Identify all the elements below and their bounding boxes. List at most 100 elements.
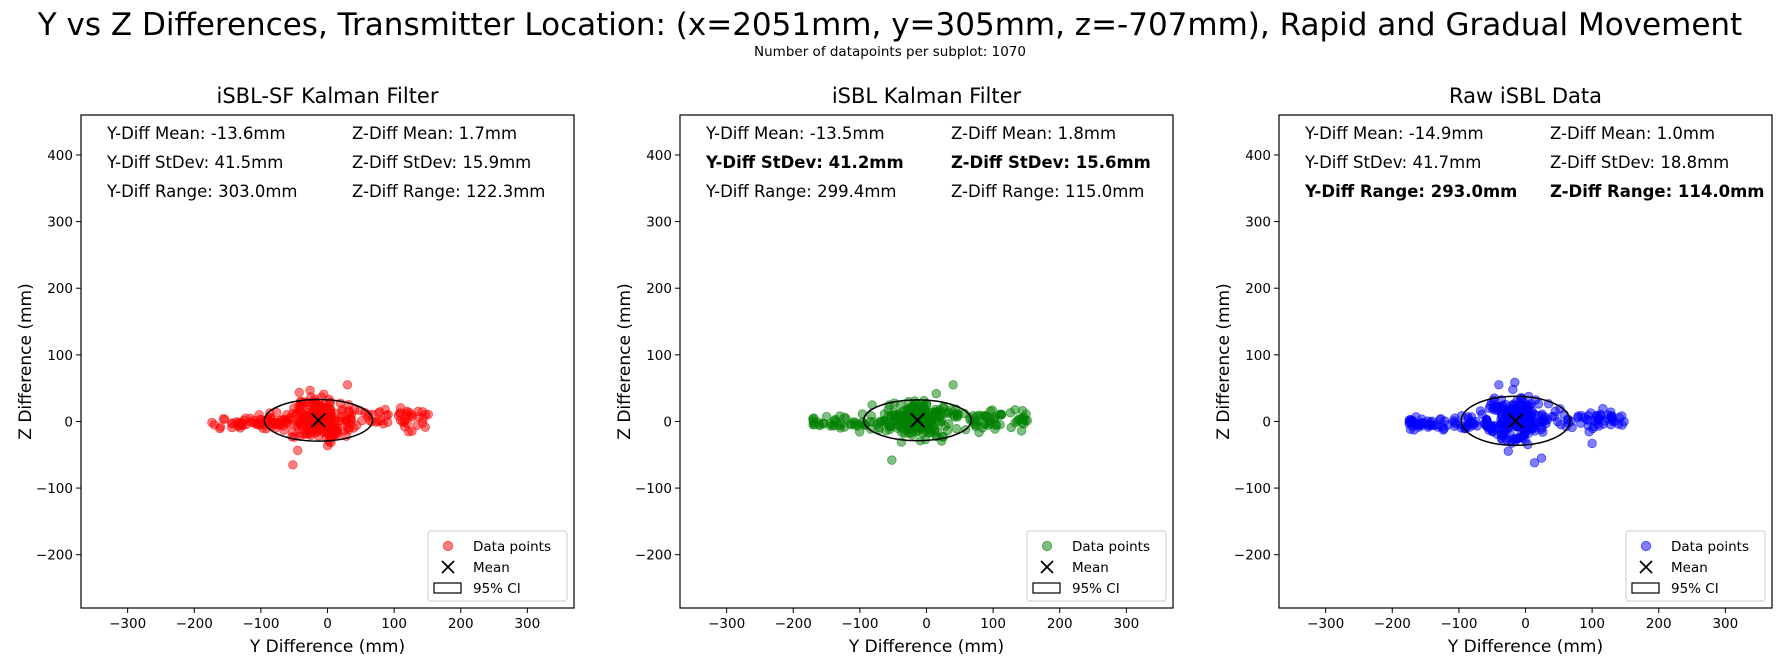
data-point [1501, 405, 1511, 416]
x-tick-label: 100 [1579, 616, 1605, 632]
data-point [1475, 406, 1486, 416]
data-point [1530, 426, 1540, 436]
data-point [934, 405, 945, 415]
data-point [900, 414, 911, 424]
data-point [393, 410, 404, 421]
x-tick-label: 300 [1712, 616, 1738, 632]
data-point [1584, 427, 1594, 437]
legend-label: 95% CI [1072, 581, 1120, 597]
data-point [835, 423, 846, 433]
data-point [407, 426, 417, 436]
legend-box [1625, 530, 1766, 602]
data-point [931, 388, 941, 399]
data-point [948, 380, 958, 390]
stats-left-text: Y-Diff StDev: 41.2mm [705, 153, 904, 172]
legend-box [427, 530, 568, 602]
data-point [417, 418, 428, 428]
mean-marker-stroke [1507, 413, 1524, 429]
subplot-2: iSBL Kalman Filter −300 −200 −100 0 100 200 300… [615, 84, 1174, 657]
x-tick-label: −200 [775, 616, 812, 632]
data-point [1494, 380, 1504, 390]
data-point [1573, 412, 1583, 423]
ci-ellipse [862, 399, 973, 442]
legend-swatch-ci [1032, 582, 1061, 594]
data-point [375, 407, 385, 417]
y-tick-label: 300 [646, 215, 672, 231]
stats-left-text: Y-Diff Range: 303.0mm [106, 182, 297, 201]
data-point [1489, 420, 1499, 431]
x-tick-label: −200 [1374, 616, 1411, 632]
y-tick-label: 100 [1245, 348, 1271, 364]
legend-swatch-mean [441, 560, 455, 574]
data-point [294, 417, 305, 428]
data-point [910, 396, 920, 406]
data-point [209, 420, 219, 430]
data-point [1598, 419, 1609, 429]
stats-right-text: Z-Diff Mean: 1.0mm [1550, 124, 1715, 143]
data-point [265, 408, 275, 418]
data-point [305, 385, 315, 396]
legend-swatch-mean [1040, 560, 1054, 574]
legend-swatch-points [1640, 540, 1652, 552]
data-point [1538, 427, 1548, 437]
data-point [337, 406, 347, 417]
data-point [1536, 453, 1547, 463]
y-tick-label: 0 [1262, 414, 1271, 430]
data-point [808, 420, 818, 430]
data-point [1515, 409, 1525, 420]
ci-ellipse [1460, 395, 1571, 447]
data-point [1550, 406, 1561, 416]
legend-swatch-points [1041, 540, 1053, 552]
data-point [983, 420, 993, 431]
stats-right-text: Z-Diff Mean: 1.7mm [352, 124, 517, 143]
legend-swatch-ci [1631, 582, 1660, 594]
x-tick-label: 300 [1113, 616, 1139, 632]
data-point [1540, 412, 1550, 422]
x-tick-label: −300 [1307, 616, 1344, 632]
legend-label: Mean [1671, 560, 1708, 576]
subplot-title: iSBL-SF Kalman Filter [217, 84, 439, 108]
scatter-layer [808, 380, 1033, 465]
data-point [1005, 408, 1016, 418]
data-point [342, 380, 353, 390]
data-point [1017, 406, 1028, 416]
x-tick-label: −100 [1440, 616, 1477, 632]
mean-marker-stroke [909, 412, 926, 428]
y-tick-label: −100 [635, 481, 672, 497]
y-tick-label: 100 [47, 348, 73, 364]
data-point [1006, 422, 1016, 433]
subplot-1: iSBL-SF Kalman Filter −300 −200 −100 0 100 200… [16, 84, 575, 657]
data-point [854, 427, 865, 437]
data-point [1617, 411, 1627, 421]
data-point [1617, 420, 1627, 430]
legend-label: Data points [473, 539, 551, 555]
stats-right-text: Z-Diff Range: 115.0mm [951, 182, 1144, 201]
y-tick-label: 100 [646, 348, 672, 364]
legend: Data points Mean 95% CI [1625, 530, 1766, 602]
data-point [1529, 458, 1540, 468]
legend-swatch-mean [1639, 560, 1653, 574]
data-point [971, 419, 981, 429]
data-point [351, 420, 362, 431]
figure-title: Y vs Z Differences, Transmitter Location… [37, 7, 1743, 43]
ci-ellipse [263, 398, 374, 442]
y-tick-label: −200 [1234, 548, 1271, 564]
x-tick-label: −100 [242, 616, 279, 632]
x-tick-label: −300 [109, 616, 146, 632]
legend: Data points Mean 95% CI [427, 530, 568, 602]
y-axis-label: Z Difference (mm) [16, 283, 36, 439]
legend-label: Mean [1072, 560, 1109, 576]
legend-box [1026, 530, 1167, 602]
stats-left-text: Y-Diff StDev: 41.5mm [106, 153, 283, 172]
mean-marker [909, 412, 926, 428]
stats-left-text: Y-Diff StDev: 41.7mm [1304, 153, 1481, 172]
y-axis-label: Z Difference (mm) [1214, 283, 1234, 439]
stats-right-text: Z-Diff Range: 114.0mm [1550, 182, 1765, 201]
data-point [288, 408, 298, 419]
y-tick-label: 400 [646, 148, 672, 164]
data-point [912, 423, 922, 433]
x-tick-label: 0 [1521, 616, 1530, 632]
y-tick-label: 400 [47, 148, 73, 164]
legend-label: Data points [1671, 539, 1749, 555]
